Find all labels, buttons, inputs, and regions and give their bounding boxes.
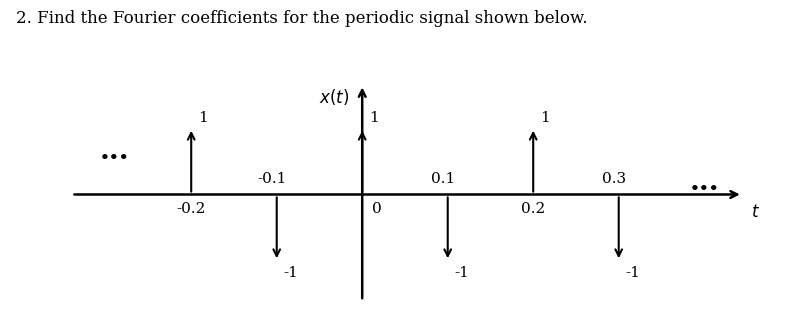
- Text: •••: •••: [99, 151, 129, 165]
- Text: $x(t)$: $x(t)$: [319, 87, 349, 107]
- Text: 1: 1: [198, 110, 208, 124]
- Text: -1: -1: [455, 266, 469, 281]
- Text: 0.2: 0.2: [521, 202, 545, 216]
- Text: -1: -1: [626, 266, 641, 281]
- Text: $t$: $t$: [752, 203, 760, 221]
- Text: 2. Find the Fourier coefficients for the periodic signal shown below.: 2. Find the Fourier coefficients for the…: [16, 10, 587, 27]
- Text: 0.3: 0.3: [602, 172, 626, 187]
- Text: -1: -1: [283, 266, 298, 281]
- Text: 0: 0: [372, 202, 382, 216]
- Text: -0.1: -0.1: [258, 172, 287, 187]
- Text: 1: 1: [369, 110, 379, 124]
- Text: •••: •••: [689, 182, 719, 196]
- Text: 1: 1: [540, 110, 550, 124]
- Text: 0.1: 0.1: [431, 172, 456, 187]
- Text: -0.2: -0.2: [176, 202, 206, 216]
